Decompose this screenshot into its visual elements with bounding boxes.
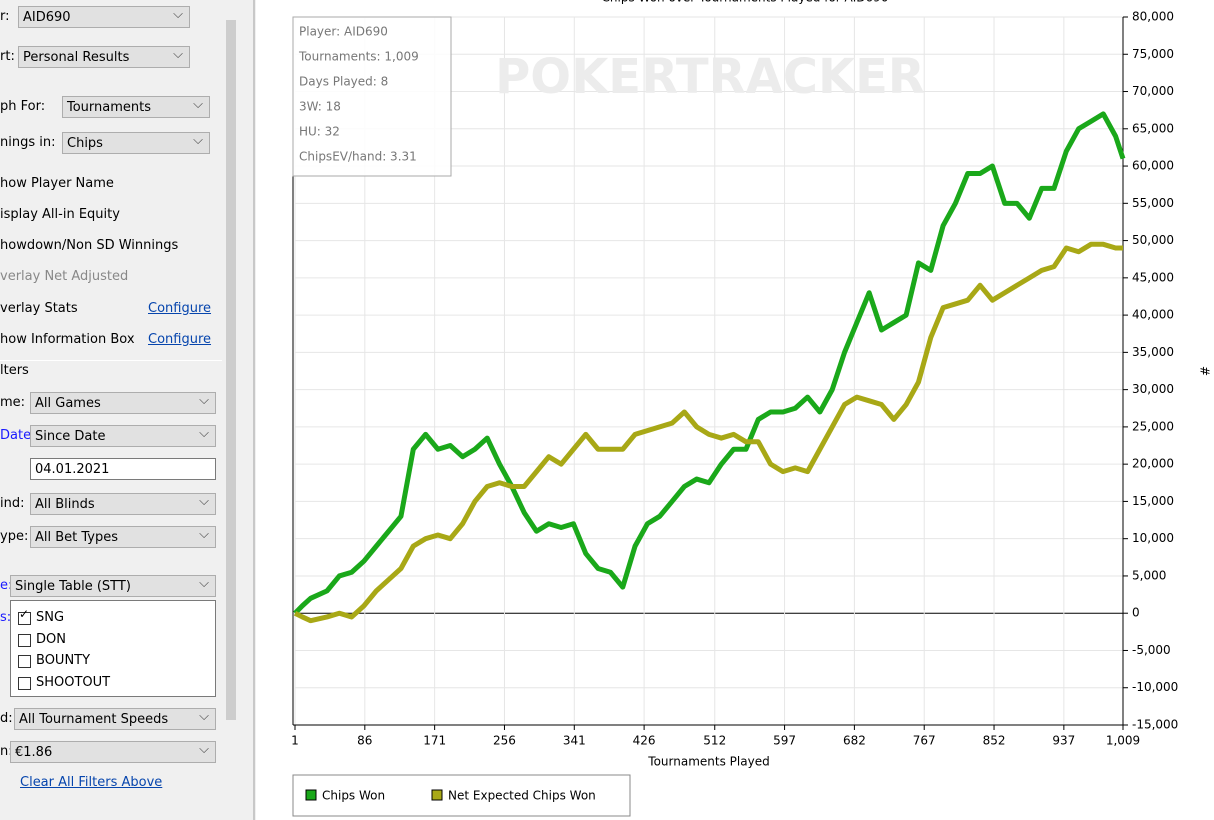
dropdown[interactable]: Since Date: [30, 423, 216, 447]
field-label: nings in:: [0, 135, 56, 150]
info-line: Player: AID690: [299, 25, 388, 39]
y-tick-label: -5,000: [1132, 643, 1171, 657]
dropdown[interactable]: All Bet Types: [30, 524, 216, 548]
legend-swatch: [305, 789, 317, 801]
splitter[interactable]: [240, 0, 256, 820]
y-tick-label: 55,000: [1132, 196, 1174, 210]
field-label: me:: [0, 395, 26, 410]
x-tick-label: 937: [1052, 734, 1075, 748]
y-tick-label: 5,000: [1132, 568, 1166, 582]
dropdown[interactable]: All Games: [30, 390, 216, 414]
x-tick-label: 682: [843, 734, 866, 748]
y-tick-label: 40,000: [1132, 308, 1174, 322]
y-tick-label: -15,000: [1132, 718, 1178, 732]
y-tick-label: 65,000: [1132, 121, 1174, 135]
checkbox[interactable]: [18, 676, 31, 690]
y-tick-label: 10,000: [1132, 531, 1174, 545]
y-tick-label: 30,000: [1132, 382, 1174, 396]
field-label: Date:: [0, 428, 36, 443]
list-item: SHOOTOUT: [36, 674, 111, 690]
y-tick-label: 25,000: [1132, 419, 1174, 433]
list-item: DON: [36, 631, 66, 647]
info-line: ChipsEV/hand: 3.31: [299, 150, 417, 164]
y-tick-label: -10,000: [1132, 680, 1178, 694]
x-tick-label: 852: [983, 734, 1006, 748]
dropdown[interactable]: Personal Results: [18, 44, 190, 68]
checkbox[interactable]: [18, 655, 31, 668]
y-tick-label: 35,000: [1132, 345, 1174, 359]
option[interactable]: how Player Name: [0, 176, 114, 191]
x-tick-label: 1: [291, 734, 299, 748]
dropdown[interactable]: AID690: [18, 4, 190, 28]
sidebar: r: AID690 rt:Personal Results ph For: Tourna…: [0, 0, 222, 820]
field-label: ind:: [0, 496, 25, 511]
x-tick-label: 426: [633, 734, 656, 748]
link[interactable]: Configure: [148, 332, 212, 347]
field-label: s:: [0, 610, 12, 625]
legend-swatch: [431, 789, 443, 801]
y-tick-label: 0: [1132, 606, 1140, 620]
x-axis-label: Tournaments Played: [647, 755, 769, 769]
info-line: 3W: 18: [299, 100, 341, 114]
info-line: Tournaments: 1,009: [298, 50, 419, 64]
legend-label: Net Expected Chips Won: [448, 789, 596, 803]
field-label: rt:: [0, 49, 15, 64]
x-tick-label: 256: [493, 734, 516, 748]
dropdown[interactable]: Chips: [62, 130, 210, 154]
scroll-thumb[interactable]: [226, 20, 236, 720]
y-tick-label: 15,000: [1132, 494, 1174, 508]
list-box: [10, 600, 216, 697]
divider: [0, 360, 222, 361]
x-tick-label: 512: [703, 734, 726, 748]
link[interactable]: Clear All Filters Above: [20, 775, 163, 790]
option[interactable]: isplay All-in Equity: [0, 207, 120, 222]
info-box: [292, 16, 452, 177]
dropdown[interactable]: €1.86: [10, 739, 216, 763]
option[interactable]: howdown/Non SD Winnings: [0, 238, 179, 253]
dropdown[interactable]: Single Table (STT): [10, 573, 216, 597]
watermark: POKERTRACKER: [495, 49, 925, 105]
y-tick-label: 60,000: [1132, 159, 1174, 173]
x-tick-label: 767: [913, 734, 936, 748]
list-item: BOUNTY: [36, 653, 91, 668]
y-tick-label: 80,000: [1132, 10, 1174, 24]
dropdown[interactable]: All Tournament Speeds: [14, 706, 216, 730]
date-input[interactable]: 04.01.2021: [30, 458, 216, 480]
option: how Information Box: [0, 332, 135, 347]
field-label: ype:: [0, 529, 29, 544]
series-line: [293, 111, 1126, 615]
check-mark: ✓: [19, 607, 30, 621]
y-tick-label: 20,000: [1132, 457, 1174, 471]
dropdown[interactable]: Tournaments: [62, 94, 210, 118]
x-tick-label: 341: [563, 734, 586, 748]
list-item: SNG: [36, 610, 65, 625]
x-tick-label: 597: [773, 734, 796, 748]
y-tick-label: 70,000: [1132, 84, 1174, 98]
series-line: [293, 241, 1123, 624]
checkbox[interactable]: [18, 633, 31, 647]
option[interactable]: verlay Net Adjusted: [0, 269, 129, 284]
x-tick-label: 171: [423, 734, 446, 748]
field-label: r:: [0, 9, 10, 24]
legend-label: Chips Won: [322, 789, 385, 803]
x-tick-label: 1,009: [1106, 734, 1140, 748]
x-tick-label: 86: [357, 734, 372, 748]
field-label: ph For:: [0, 99, 46, 114]
chart-title: Chips Won over Tournaments Played for AI…: [602, 0, 889, 5]
link[interactable]: Configure: [148, 301, 212, 316]
checkbox[interactable]: [18, 612, 31, 625]
info-line: HU: 32: [299, 125, 340, 139]
field-label: d:: [0, 711, 13, 726]
info-line: Days Played: 8: [299, 75, 388, 89]
y-tick-label: 75,000: [1132, 47, 1174, 61]
y-tick-label: 50,000: [1132, 233, 1174, 247]
option: verlay Stats: [0, 301, 78, 316]
section-heading: lters: [0, 363, 29, 378]
y-axis-label: #: [1198, 366, 1212, 376]
legend: [292, 774, 631, 817]
y-tick-label: 45,000: [1132, 270, 1174, 284]
dropdown[interactable]: All Blinds: [30, 491, 216, 515]
